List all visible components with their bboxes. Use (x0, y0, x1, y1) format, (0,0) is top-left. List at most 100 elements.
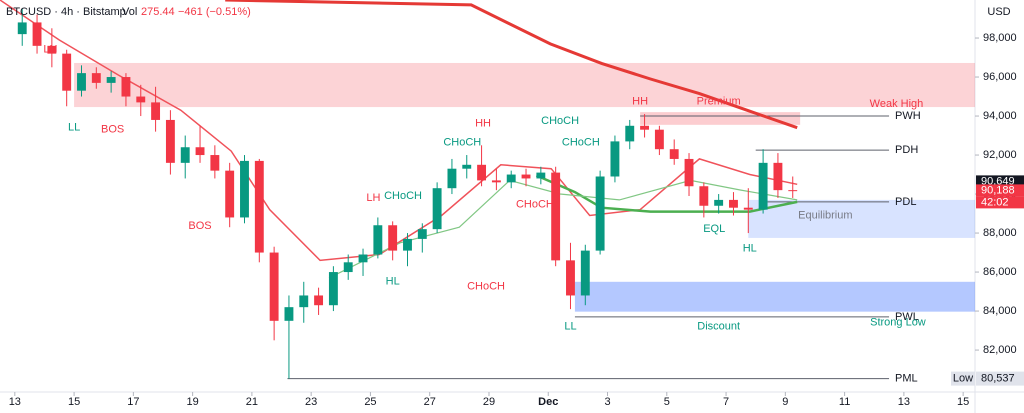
annotation: LL (564, 321, 576, 333)
x-tick-label: 25 (364, 396, 376, 408)
candle-body (47, 45, 57, 54)
candle-body (210, 155, 220, 171)
candle-body (714, 199, 724, 206)
candle-body (151, 102, 161, 120)
x-tick-label: 9 (782, 396, 788, 408)
candle-body (195, 147, 205, 156)
level-label: PDH (895, 144, 918, 156)
candle-body (299, 295, 309, 308)
annotation: BOS (101, 124, 124, 136)
candle-body (136, 96, 146, 103)
symbol: BTCUSD · 4h · Bitstamp (6, 6, 126, 18)
low-tag-value: 80,537 (981, 373, 1015, 385)
candle-body (729, 199, 738, 208)
level-label: PML (895, 373, 918, 385)
x-tick-label: 3 (604, 396, 610, 408)
countdown: 42:02 (981, 196, 1009, 208)
volume-label: Vol (122, 6, 137, 18)
annotation: LL (68, 122, 80, 134)
level-label: PWL (895, 311, 919, 323)
annotation: HH (475, 118, 491, 130)
price-tag-label: 90,649 (981, 175, 1015, 187)
candle-body (477, 164, 487, 181)
candle-body (373, 225, 383, 255)
low-tag-label-bg (951, 371, 975, 386)
candle-body (62, 53, 72, 91)
candle-body (669, 149, 679, 159)
volume: 275.44 (141, 6, 175, 18)
candle-body (77, 73, 86, 91)
y-tick-label: 88,000 (983, 227, 1017, 239)
candle-body (284, 307, 294, 321)
change: −461 (−0.51%) (178, 6, 251, 18)
annotation: HL (386, 276, 400, 288)
ma-line (225, 0, 798, 130)
candle-body (165, 119, 175, 163)
x-tick-label: 27 (424, 396, 436, 408)
annotation: HL (743, 243, 757, 255)
x-tick-label: 17 (127, 396, 139, 408)
annotation: LH (43, 44, 57, 56)
candle-body (773, 162, 783, 191)
annotation: EQL (703, 223, 725, 235)
candle-body (106, 77, 116, 83)
y-tick-label: 92,000 (983, 149, 1017, 161)
x-tick-label: 29 (483, 396, 495, 408)
candle-body (388, 225, 398, 251)
candle-body (254, 160, 264, 253)
candle-body (121, 77, 131, 97)
candle-body (684, 158, 694, 187)
x-tick-label: 23 (305, 396, 317, 408)
low-tag (976, 371, 1024, 386)
candle-body (417, 229, 427, 239)
annotation: CHoCH (467, 281, 505, 293)
candle-body (32, 22, 42, 46)
countdown-bg (976, 196, 1024, 209)
candle-body (225, 170, 235, 218)
currency: USD (987, 6, 1010, 18)
candle-body (625, 125, 635, 142)
candle-body (91, 73, 101, 83)
annotation: LH (366, 192, 380, 204)
candle-body (743, 207, 753, 210)
candle-body (595, 176, 605, 251)
annotation: CHoCH (516, 199, 554, 211)
candle-body (788, 190, 798, 192)
annotation: Premium (697, 95, 741, 107)
candle-body (403, 238, 412, 251)
candle-body (699, 186, 709, 206)
candle-body (580, 250, 590, 296)
x-tick-label: 19 (187, 396, 199, 408)
candle-body (506, 174, 516, 183)
x-tick-label: 15 (957, 396, 969, 408)
candle-body (566, 260, 575, 296)
x-tick-label: 5 (664, 396, 670, 408)
candle-body (240, 160, 249, 218)
x-tick-label: 13 (898, 396, 910, 408)
candle-body (758, 162, 768, 210)
y-tick-label: 94,000 (983, 110, 1017, 122)
candle-body (521, 174, 531, 179)
annotation: CHoCH (384, 190, 422, 202)
zone (748, 199, 975, 238)
x-tick-label: 11 (839, 396, 850, 408)
candle-body (328, 272, 338, 306)
ma-line (0, 0, 798, 262)
annotation: HH (632, 95, 648, 107)
candle-body (551, 172, 561, 261)
y-tick-label: 86,000 (983, 266, 1017, 278)
ma-line (535, 174, 798, 213)
y-tick-label: 84,000 (983, 305, 1017, 317)
annotation: CHoCH (562, 136, 600, 148)
candle-body (314, 295, 324, 306)
y-tick-label: 96,000 (983, 71, 1017, 83)
zone (640, 112, 801, 125)
zone (74, 62, 976, 108)
annotation: Equilibrium (798, 209, 852, 221)
price-tag-label: 90,188 (981, 184, 1015, 196)
candle-body (610, 141, 620, 177)
candle-body (432, 188, 442, 230)
x-tick-label: 13 (9, 396, 21, 408)
zone (574, 281, 975, 312)
